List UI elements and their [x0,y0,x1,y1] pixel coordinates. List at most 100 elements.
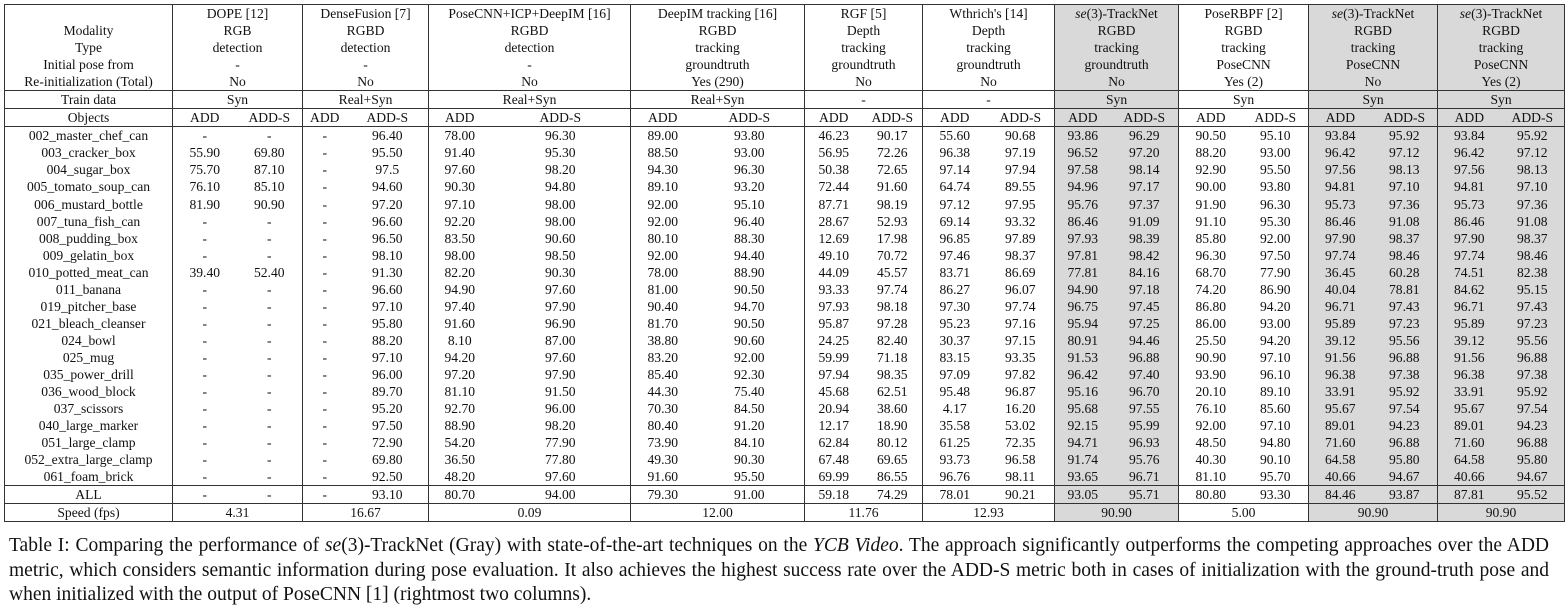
metric-adds: ADD-S [1242,108,1310,128]
value-cell: 38.60 [862,400,924,418]
value-cell: 96.71 [1110,468,1180,487]
value-cell: 61.25 [939,435,971,451]
train-cell: Syn [1054,90,1180,110]
value-cell: 86.80 [1195,298,1227,314]
value-cell: 97.56 [1308,161,1372,179]
value-cell: - [302,468,347,487]
object-name: 040_large_marker [4,417,173,435]
value-cell: 96.00 [490,400,632,418]
value-cell: 94.20 [444,349,476,365]
value-cell: 38.80 [647,332,679,348]
value-cell: 95.56 [1371,331,1439,349]
table-row: 036_wood_block - - - 89.70 81.10 91.50 44.30 75.… [4,383,1566,401]
value-cell: - [236,417,304,435]
meta-cell: tracking [1178,39,1310,57]
value-cell: 97.10 [1371,178,1439,196]
value-cell: 80.12 [862,434,924,452]
value-cell: 74.20 [1195,281,1227,297]
meta-cell: No [922,73,1056,92]
value-cell: 69.80 [236,144,304,162]
metric-add: ADD [630,108,695,128]
meta-cell: RGBD [1308,22,1439,40]
value-cell: 20.94 [818,401,850,417]
table-row: 040_large_marker - - - 97.50 88.90 98.20 80.40 9… [4,417,1566,435]
value-cell: 95.92 [1500,383,1566,401]
value-cell: 93.05 [1054,485,1111,505]
value-cell: 97.90 [1437,229,1501,247]
value-cell: 72.90 [346,434,430,452]
row-label: Type [4,39,173,57]
value-cell: 69.65 [862,451,924,469]
value-cell: 86.46 [1054,212,1111,230]
value-cell: 96.38 [1437,365,1501,384]
value-cell: 62.51 [862,383,924,401]
value-cell: 95.94 [1054,314,1111,332]
value-cell: 93.80 [694,126,806,145]
value-cell: - [322,128,328,144]
value-cell: 91.53 [1054,348,1111,366]
object-name: 019_pitcher_base [4,297,173,315]
meta-cell: No [1054,73,1180,92]
value-cell: 95.92 [1500,126,1566,145]
value-cell: - [202,349,208,365]
value-cell: 95.50 [346,144,430,162]
value-cell: 82.20 [444,264,476,280]
results-table: DOPE [12] DenseFusion [7] PoseCNN+ICP+De… [4,4,1566,523]
all-row: ALL - - -93.10 80.70 94.00 79.30 91.00 59.18 74.2… [4,485,1566,505]
value-cell: 90.60 [490,229,632,247]
value-cell: 91.56 [1437,348,1501,366]
value-cell: 84.62 [1437,280,1501,298]
value-cell: - [172,468,237,487]
value-cell: 78.00 [647,264,679,280]
value-cell: 96.87 [986,383,1056,401]
value-cell: 90.68 [986,126,1056,145]
meta-cell: RGBD [1178,22,1310,40]
value-cell: 69.99 [804,468,863,487]
value-cell: - [202,435,208,451]
value-cell: - [202,401,208,417]
value-cell: 98.50 [490,246,632,264]
table-caption: Table I: Comparing the performance of se… [9,535,1549,605]
value-cell: - [202,230,208,246]
value-cell: 96.60 [346,212,430,230]
table-row: 004_sugar_box 75.70 87.10 - 97.5 97.60 98.20 94… [4,161,1566,179]
value-cell: 98.14 [1110,161,1180,179]
value-cell: 20.10 [1195,384,1227,400]
value-cell: 96.42 [1437,144,1501,162]
value-cell: 64.74 [939,179,971,195]
metric-adds: ADD-S [1110,108,1180,128]
value-cell: - [322,196,328,212]
value-cell: 98.46 [1500,246,1566,264]
object-name: 021_bleach_cleanser [4,314,173,332]
value-cell: - [236,485,304,505]
value-cell: 96.85 [939,230,971,246]
value-cell: 97.10 [346,297,430,315]
value-cell: 59.99 [818,349,850,365]
value-cell: 97.10 [1242,417,1310,435]
value-cell: - [202,366,208,382]
value-cell: 86.27 [939,281,971,297]
value-cell: 97.14 [939,162,971,178]
value-cell: 97.56 [1437,161,1501,179]
metric-adds: ADD-S [346,108,430,128]
value-cell: 90.00 [1195,179,1227,195]
value-cell: 94.90 [444,281,476,297]
train-data-row: Train data Syn Real+Syn Real+Syn Real+Syn - - S… [4,90,1566,110]
meta-cell: PoseCNN [1178,56,1310,74]
value-cell: 93.33 [818,281,850,297]
value-cell: 97.54 [1371,400,1439,418]
value-cell: 95.15 [1500,280,1566,298]
object-name: 005_tomato_soup_can [4,178,173,196]
value-cell: - [202,281,208,297]
train-cell: Syn [1308,90,1439,110]
value-cell: 93.86 [1054,126,1111,145]
value-cell: 98.00 [490,212,632,230]
value-cell: 94.67 [1500,468,1566,487]
value-cell: 84.10 [694,434,806,452]
value-cell: 94.80 [490,178,632,196]
value-cell: 12.17 [818,418,850,434]
value-cell: 97.60 [490,468,632,487]
value-cell: 36.45 [1308,263,1372,281]
value-cell: 88.90 [444,418,476,434]
value-cell: 98.18 [862,297,924,315]
